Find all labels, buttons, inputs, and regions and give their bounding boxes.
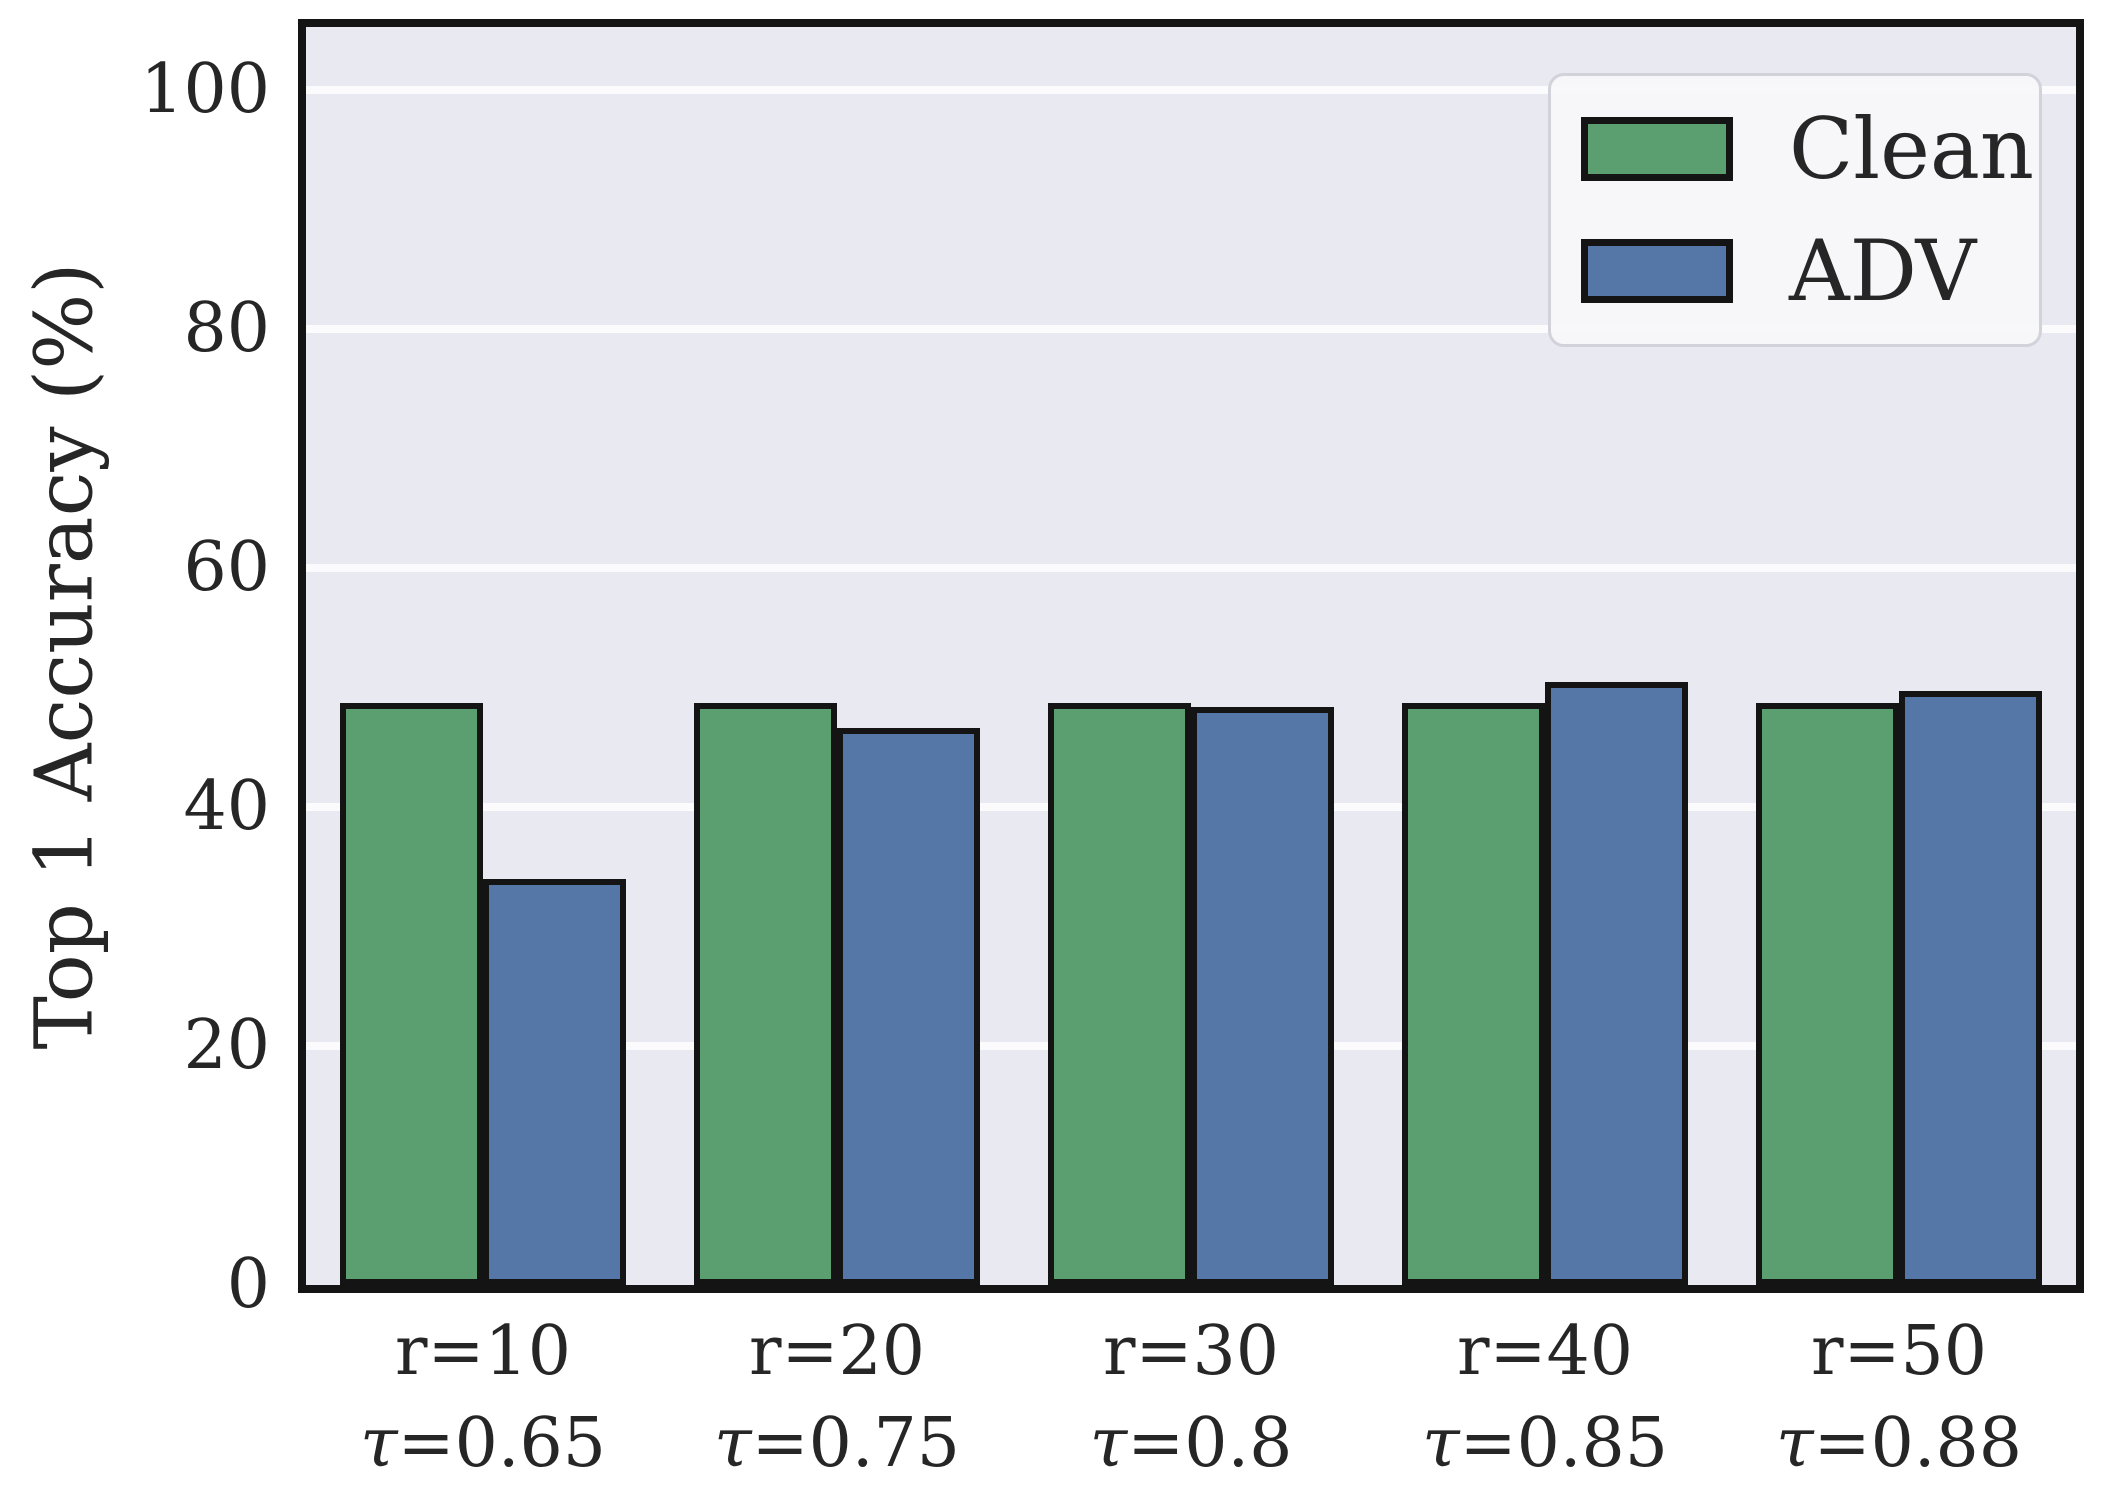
bar-adv-r10 bbox=[483, 878, 626, 1285]
bar-adv-r30 bbox=[1191, 706, 1334, 1285]
x-tick-r40: r=40 τ=0.85 bbox=[1421, 1312, 1668, 1483]
legend-swatch-adv bbox=[1581, 239, 1733, 303]
y-tick-40: 40 bbox=[183, 767, 270, 847]
bar-clean-r20 bbox=[694, 703, 837, 1285]
grid-line-100 bbox=[306, 86, 2076, 95]
x-tick-r50: r=50 τ=0.88 bbox=[1775, 1312, 2022, 1483]
bar-clean-r30 bbox=[1048, 703, 1191, 1285]
y-tick-80: 80 bbox=[183, 289, 270, 369]
y-tick-60: 60 bbox=[183, 528, 270, 608]
y-tick-0: 0 bbox=[226, 1245, 270, 1324]
grid-line-60 bbox=[306, 564, 2076, 573]
plot-area: Clean ADV bbox=[298, 19, 2084, 1293]
legend-label-clean: Clean bbox=[1789, 100, 2035, 198]
bar-clean-r40 bbox=[1402, 703, 1545, 1285]
y-tick-20: 20 bbox=[183, 1006, 270, 1086]
x-tick-r10: r=10 τ=0.65 bbox=[359, 1312, 606, 1483]
x-tick-r30: r=30 τ=0.8 bbox=[1089, 1312, 1293, 1483]
bar-clean-r10 bbox=[340, 703, 483, 1285]
bar-clean-r50 bbox=[1756, 703, 1899, 1285]
legend-entry-clean: Clean bbox=[1581, 107, 2039, 191]
legend-swatch-clean bbox=[1581, 117, 1733, 181]
x-tick-r20: r=20 τ=0.75 bbox=[713, 1312, 960, 1483]
bar-adv-r20 bbox=[837, 728, 980, 1285]
plot-inner bbox=[306, 27, 2076, 1285]
y-tick-100: 100 bbox=[140, 50, 270, 130]
legend: Clean ADV bbox=[1548, 73, 2042, 347]
legend-label-adv: ADV bbox=[1789, 222, 1977, 320]
bar-adv-r40 bbox=[1545, 681, 1688, 1285]
grid-line-80 bbox=[306, 325, 2076, 334]
bar-adv-r50 bbox=[1899, 691, 2042, 1285]
legend-entry-adv: ADV bbox=[1581, 229, 2039, 313]
y-axis-label: Top 1 Accuracy (%) bbox=[17, 262, 111, 1050]
